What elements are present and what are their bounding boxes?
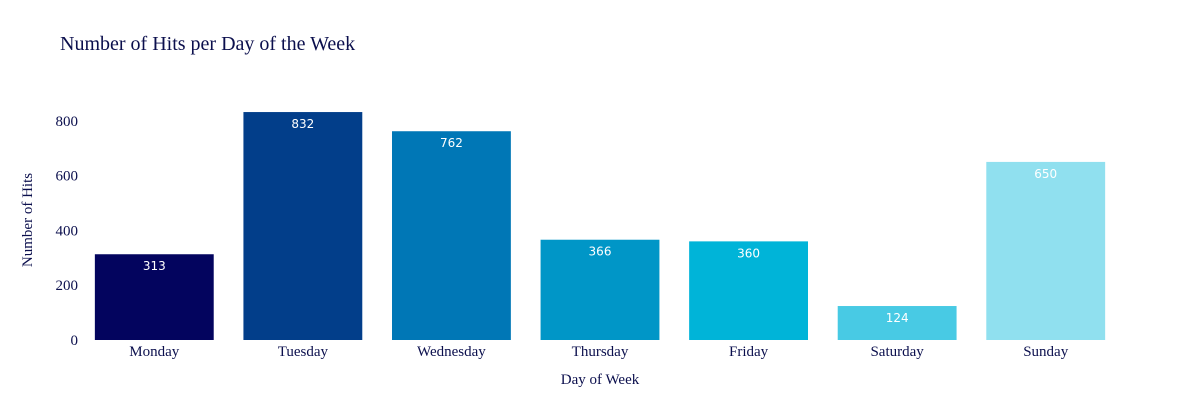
data-label-sunday: 650 — [1034, 167, 1057, 181]
bar-thursday — [540, 239, 660, 340]
data-label-thursday: 366 — [589, 245, 612, 259]
x-tick-tuesday: Tuesday — [278, 344, 329, 360]
bar-wednesday — [392, 131, 511, 340]
data-label-wednesday: 762 — [440, 136, 463, 150]
data-label-saturday: 124 — [886, 311, 909, 325]
y-tick-800: 800 — [56, 114, 79, 130]
bar-labels-group: 313 832 762 366 360 124 650 — [143, 117, 1057, 325]
x-axis-title: Day of Week — [561, 372, 640, 388]
data-label-friday: 360 — [737, 246, 760, 260]
y-axis-ticks: 0 200 400 600 800 — [56, 114, 79, 349]
data-label-tuesday: 832 — [291, 117, 314, 131]
x-tick-sunday: Sunday — [1023, 344, 1069, 360]
bar-friday — [689, 241, 808, 340]
data-label-monday: 313 — [143, 259, 166, 273]
bar-saturday — [837, 306, 957, 340]
y-tick-400: 400 — [56, 223, 79, 239]
bar-sunday — [986, 161, 1106, 340]
x-tick-friday: Friday — [729, 344, 769, 360]
chart-title: Number of Hits per Day of the Week — [60, 33, 355, 55]
y-axis-title: Number of Hits — [20, 173, 36, 267]
bars-group — [94, 112, 1106, 340]
y-tick-600: 600 — [56, 169, 79, 185]
bar-monday — [94, 254, 214, 340]
bar-tuesday — [243, 112, 363, 340]
x-tick-wednesday: Wednesday — [417, 344, 486, 360]
x-tick-saturday: Saturday — [870, 344, 924, 360]
y-tick-0: 0 — [71, 333, 79, 349]
y-tick-200: 200 — [56, 278, 79, 294]
x-axis-ticks: Monday Tuesday Wednesday Thursday Friday Satu… — [129, 344, 1068, 360]
x-tick-monday: Monday — [129, 344, 179, 360]
x-tick-thursday: Thursday — [572, 344, 629, 360]
